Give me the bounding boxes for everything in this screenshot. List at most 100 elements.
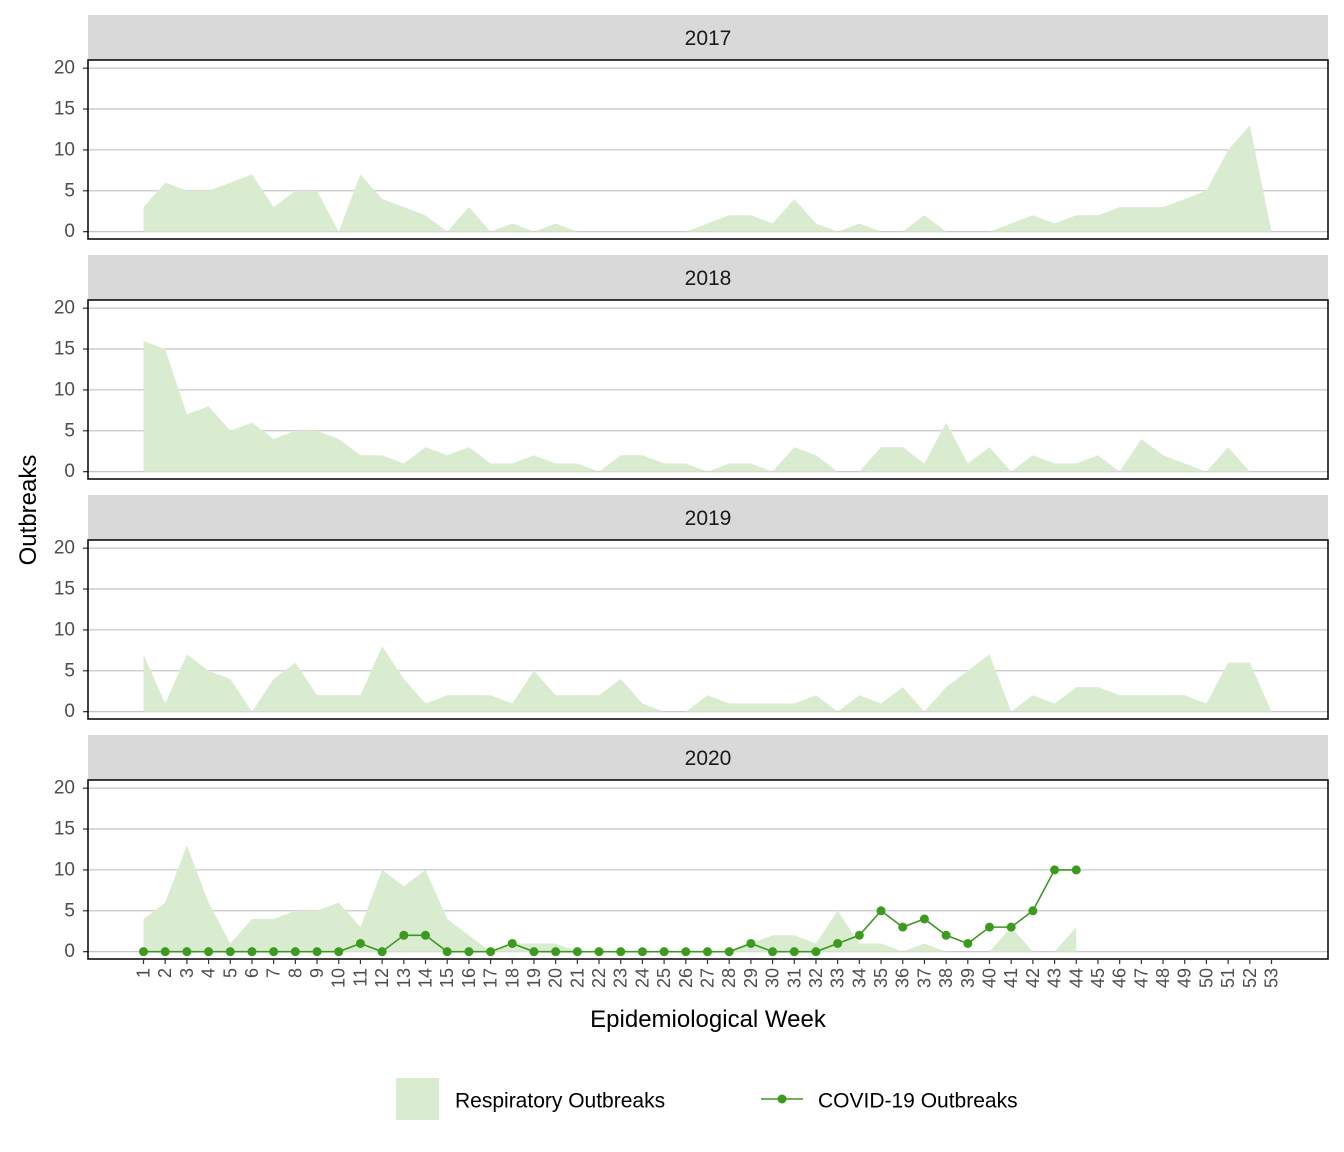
facet-strip [88, 495, 1328, 540]
x-tick-label: 42 [1023, 968, 1043, 988]
covid-point [486, 947, 496, 957]
x-tick-label: 15 [437, 968, 457, 988]
x-tick-label: 45 [1088, 968, 1108, 988]
x-tick-label: 6 [242, 968, 262, 978]
covid-point [876, 906, 886, 916]
legend-covid-label: COVID-19 Outbreaks [818, 1090, 1018, 1113]
x-tick-label: 41 [1001, 968, 1021, 988]
covid-point [182, 947, 192, 957]
y-axis-title: Outbreaks [15, 455, 42, 566]
panel-border [87, 299, 1329, 480]
x-tick-label: 11 [350, 968, 370, 987]
covid-point [464, 947, 474, 957]
x-tick-label: 10 [329, 968, 349, 988]
panel-border [87, 59, 1329, 240]
x-tick-label: 14 [416, 968, 436, 988]
x-tick-label: 22 [589, 968, 609, 988]
covid-point [572, 947, 582, 957]
covid-point [811, 947, 821, 957]
x-tick-label: 35 [871, 968, 891, 988]
y-tick-label: 0 [64, 461, 75, 482]
y-tick-label: 20 [54, 58, 75, 79]
covid-point [1028, 906, 1038, 916]
covid-point [1050, 865, 1060, 875]
x-tick-label: 32 [806, 968, 826, 988]
covid-point [854, 930, 864, 940]
covid-point [225, 947, 235, 957]
x-tick-label: 40 [980, 968, 1000, 988]
facet-strip [88, 735, 1328, 780]
x-tick-label: 5 [220, 968, 240, 978]
chart-panels: 2017051015202018051015202019051015202020… [54, 15, 1329, 962]
x-tick-label: 38 [936, 968, 956, 988]
y-tick-label: 0 [64, 221, 75, 242]
y-tick-label: 15 [54, 579, 75, 600]
x-tick-label: 1 [134, 968, 154, 978]
covid-point [985, 922, 994, 932]
x-tick-label: 9 [307, 968, 327, 978]
covid-point [594, 947, 604, 957]
y-tick-label: 5 [64, 420, 75, 441]
x-tick-label: 25 [654, 968, 674, 988]
panel-2020: 2020 0 5 10 15 20 [54, 735, 1329, 962]
covid-point [160, 947, 170, 957]
x-tick-label: 8 [285, 968, 305, 978]
panel-2018: 2018 0 5 10 15 20 [54, 255, 1329, 482]
x-tick-label: 43 [1045, 968, 1065, 988]
y-tick-label: 10 [54, 379, 75, 400]
x-tick-label: 52 [1240, 968, 1260, 988]
legend-covid-point [777, 1094, 787, 1104]
x-tick-label: 53 [1262, 968, 1282, 988]
x-tick-label: 44 [1066, 968, 1086, 988]
x-tick-label: 7 [264, 968, 284, 978]
x-tick-label: 51 [1218, 968, 1238, 988]
x-tick-label: 37 [914, 968, 934, 988]
x-tick-label: 16 [459, 968, 479, 988]
x-tick-label: 28 [719, 968, 739, 988]
x-tick-label: 17 [481, 968, 501, 988]
y-tick-label: 20 [54, 298, 75, 319]
x-tick-label: 21 [567, 968, 587, 988]
facet-strip [88, 255, 1328, 300]
covid-point [290, 947, 300, 957]
covid-point [247, 947, 257, 957]
panel-2019: 2019 0 5 10 15 20 [54, 495, 1329, 722]
y-tick-label: 10 [54, 619, 75, 640]
legend-respiratory-label: Respiratory Outbreaks [455, 1090, 665, 1113]
covid-point [269, 947, 279, 957]
panel-2017: 2017 0 5 10 15 20 [54, 15, 1329, 242]
x-tick-label: 20 [546, 968, 566, 988]
respiratory-area [143, 646, 1272, 712]
x-tick-label: 19 [524, 968, 544, 988]
x-tick-label: 2 [155, 968, 175, 978]
y-tick-label: 15 [54, 819, 75, 840]
covid-point [746, 938, 756, 948]
covid-point [659, 947, 669, 957]
y-tick-label: 15 [54, 339, 75, 360]
covid-point [377, 947, 387, 957]
covid-point [507, 938, 517, 948]
x-tick-label: 49 [1175, 968, 1195, 988]
x-tick-label: 13 [394, 968, 414, 988]
respiratory-area [143, 845, 1077, 952]
x-tick-label: 47 [1131, 968, 1151, 988]
x-tick-label: 50 [1196, 968, 1216, 988]
covid-point [312, 947, 322, 957]
facet-strip-label: 2020 [685, 747, 732, 770]
x-tick-label: 46 [1110, 968, 1130, 988]
respiratory-area [143, 125, 1272, 232]
covid-point [637, 947, 647, 957]
covid-point [1071, 865, 1081, 875]
legend-respiratory-swatch [396, 1078, 439, 1120]
x-axis-title: Epidemiological Week [590, 1006, 827, 1033]
covid-point [919, 914, 929, 924]
covid-point [789, 947, 799, 957]
covid-point [703, 947, 712, 957]
y-tick-label: 10 [54, 139, 75, 160]
covid-point [204, 947, 214, 957]
covid-point [898, 922, 908, 932]
covid-point [833, 938, 843, 948]
covid-point [941, 930, 951, 940]
covid-point [399, 930, 409, 940]
